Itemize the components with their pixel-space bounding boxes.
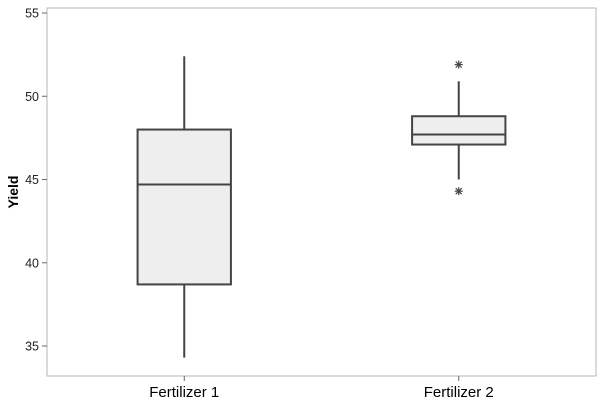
outlier-point	[454, 187, 463, 196]
outlier-stroke	[455, 61, 463, 69]
iqr-box	[411, 115, 507, 146]
outlier-stroke	[455, 187, 463, 195]
box-group	[136, 56, 232, 358]
y-tick-label: 50	[25, 90, 39, 104]
y-tick-label: 35	[25, 340, 39, 354]
outlier-point	[454, 60, 463, 69]
iqr-box	[136, 128, 232, 286]
box-group	[411, 60, 507, 196]
plot-area-frame	[46, 7, 597, 377]
y-axis-label: Yield	[5, 176, 21, 209]
x-category-label: Fertilizer 2	[424, 384, 494, 401]
y-tick-label: 45	[25, 173, 39, 187]
y-tick-label: 40	[25, 256, 39, 270]
x-category-label: Fertilizer 1	[149, 384, 219, 401]
y-tick-label: 55	[25, 6, 39, 20]
